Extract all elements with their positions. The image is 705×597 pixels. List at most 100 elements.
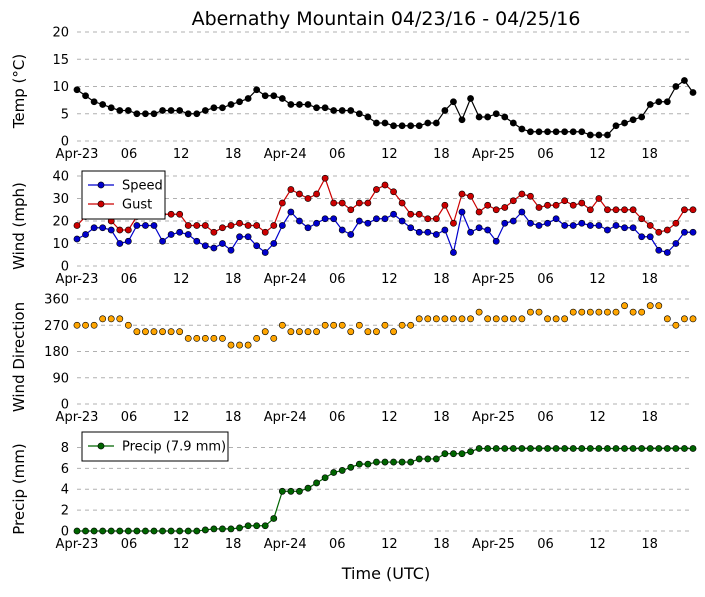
data-point: [116, 527, 124, 535]
data-point: [338, 467, 346, 474]
data-point: [552, 128, 560, 136]
x-tick-label: Apr-25: [472, 537, 515, 552]
data-point: [604, 445, 611, 452]
data-point: [236, 524, 243, 532]
data-point: [321, 174, 329, 182]
data-point: [287, 328, 295, 336]
x-tick-label: 18: [225, 147, 242, 162]
x-tick-label: 06: [329, 272, 346, 287]
data-point: [467, 448, 474, 456]
data-point: [124, 226, 132, 234]
chart-title: Abernathy Mountain 04/23/16 - 04/25/16: [192, 8, 581, 30]
data-point: [150, 328, 158, 336]
x-tick-label: Apr-24: [264, 537, 307, 552]
data-point: [159, 328, 166, 336]
data-point: [355, 110, 363, 118]
data-point: [270, 334, 278, 342]
data-point: [261, 228, 269, 236]
data-point: [544, 201, 551, 209]
data-point: [518, 190, 526, 198]
data-point: [518, 445, 526, 452]
x-tick-label: 18: [433, 272, 450, 287]
data-point: [458, 315, 466, 323]
data-point: [458, 450, 466, 458]
data-point: [467, 192, 474, 200]
data-point: [313, 328, 320, 336]
data-point: [415, 122, 423, 130]
data-point: [304, 328, 312, 336]
data-point: [663, 445, 671, 452]
data-point: [655, 98, 663, 106]
data-point: [278, 222, 286, 229]
data-point: [595, 222, 603, 229]
data-point: [124, 527, 132, 535]
data-point: [244, 522, 252, 530]
x-tick-label: Apr-23: [56, 410, 99, 425]
data-point: [338, 321, 346, 329]
x-tick-label: 06: [537, 537, 554, 552]
data-point: [278, 321, 286, 329]
data-point: [424, 215, 432, 223]
panel-3: 0 90 180 270 360 Apr-23 06 12 18 Apr-24 06 12 18 Apr-…: [10, 293, 697, 425]
data-point: [90, 224, 98, 232]
x-tick-label: Apr-23: [56, 537, 99, 552]
data-point: [467, 315, 474, 323]
data-point: [184, 231, 192, 238]
data-point: [544, 445, 551, 452]
data-point: [552, 215, 560, 223]
data-point: [629, 206, 637, 214]
data-point: [330, 199, 338, 207]
data-point: [552, 445, 560, 452]
data-point: [475, 308, 483, 316]
data-point: [116, 226, 124, 234]
data-point: [270, 222, 278, 229]
data-point: [509, 197, 517, 205]
data-point: [689, 315, 697, 323]
data-point: [432, 315, 440, 323]
data-point: [450, 249, 457, 256]
data-point: [586, 206, 594, 214]
data-point: [321, 474, 329, 482]
legend-box: [81, 170, 166, 220]
data-point: [492, 206, 500, 214]
data-point: [544, 219, 551, 227]
data-point: [210, 228, 218, 236]
data-point: [142, 110, 149, 118]
data-point: [578, 445, 586, 452]
data-point: [227, 101, 235, 108]
data-point: [535, 308, 543, 316]
x-tick-label: 18: [433, 147, 450, 162]
data-point: [578, 308, 586, 316]
data-point: [672, 83, 680, 90]
data-point: [201, 107, 209, 114]
data-point: [552, 201, 560, 209]
x-tick-label: 18: [641, 272, 658, 287]
y-tick-label: 8: [61, 441, 69, 456]
legend-marker: [97, 181, 105, 189]
data-point: [167, 231, 175, 238]
data-point: [604, 206, 611, 214]
data-point: [347, 463, 355, 471]
data-point: [475, 224, 483, 232]
data-point: [621, 445, 628, 452]
data-point: [116, 315, 124, 323]
data-point: [681, 445, 688, 452]
x-tick-label: 18: [641, 537, 658, 552]
data-point: [330, 215, 338, 223]
data-point: [364, 113, 372, 121]
x-tick-label: Apr-24: [264, 147, 307, 162]
data-point: [296, 487, 303, 495]
y-tick-label: 30: [52, 192, 69, 207]
data-point: [219, 334, 226, 342]
data-point: [432, 455, 440, 463]
data-point: [201, 222, 209, 229]
data-point: [441, 107, 449, 114]
y-tick-label: 10: [52, 80, 69, 95]
data-point: [501, 204, 509, 211]
data-point: [167, 107, 175, 114]
x-tick-label: 06: [121, 272, 138, 287]
data-point: [253, 242, 261, 250]
data-point: [569, 308, 577, 316]
data-point: [184, 110, 192, 118]
